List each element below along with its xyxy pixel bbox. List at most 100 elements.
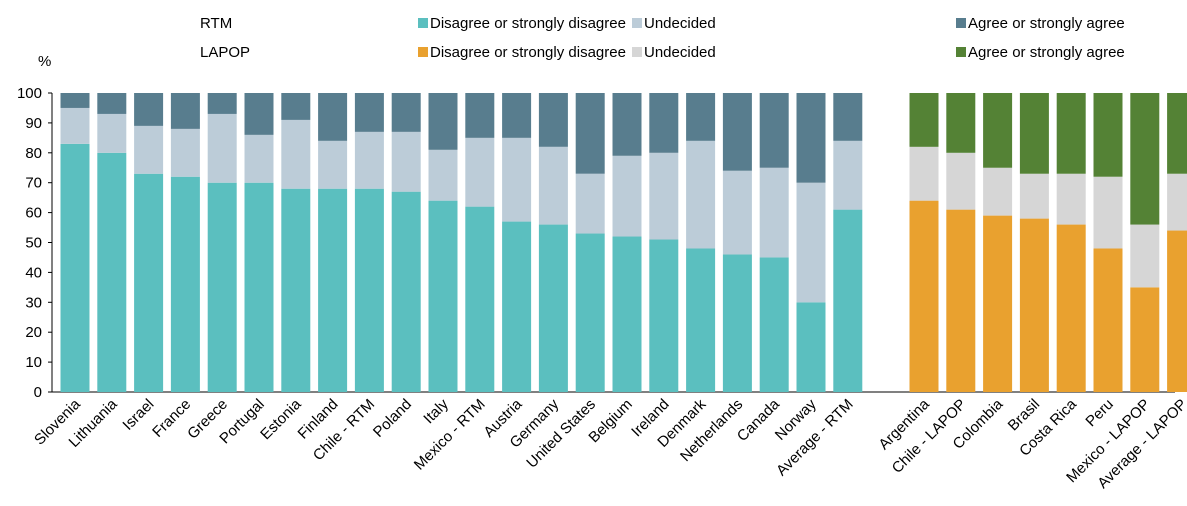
bar-group-rtm xyxy=(60,93,863,392)
legend-group-label: LAPOP xyxy=(200,44,250,61)
bar-segment xyxy=(575,93,605,174)
bar-segment xyxy=(1130,224,1160,288)
bar-segment xyxy=(1056,224,1086,392)
legend-swatch xyxy=(956,47,966,57)
bar-segment xyxy=(97,152,127,392)
legend-entry-label: Agree or strongly agree xyxy=(968,15,1125,32)
bar-segment xyxy=(318,93,348,141)
bar-segment xyxy=(1056,93,1086,174)
bar-segment xyxy=(97,93,127,114)
bar-segment xyxy=(391,131,421,192)
bar-segment xyxy=(281,93,311,120)
bar-segment xyxy=(134,93,164,126)
y-tick-label: 100 xyxy=(17,85,42,102)
bar-segment xyxy=(1093,176,1123,249)
bar-segment xyxy=(649,239,679,392)
bar-segment xyxy=(60,143,90,392)
bar-segment xyxy=(502,221,532,392)
bar-segment xyxy=(796,93,826,183)
y-tick-label: 50 xyxy=(25,235,42,252)
bar-segment xyxy=(538,224,568,392)
legend-swatch xyxy=(418,18,428,28)
bar-segment xyxy=(909,146,939,201)
legend: RTM Disagree or strongly disagree Undecide… xyxy=(200,15,1125,61)
legend-entry-label: Agree or strongly agree xyxy=(968,44,1125,61)
bar-segment xyxy=(1019,93,1049,174)
bar-segment xyxy=(244,93,274,135)
bar-segment xyxy=(722,254,752,392)
bar-segment xyxy=(1056,173,1086,225)
bar-segment xyxy=(983,93,1013,168)
y-tick-label: 20 xyxy=(25,324,42,341)
bars xyxy=(60,93,1187,392)
bar-segment xyxy=(465,206,495,392)
bar-segment xyxy=(97,113,127,153)
bar-segment xyxy=(722,170,752,255)
y-tick-label: 60 xyxy=(25,205,42,222)
bar-segment xyxy=(649,152,679,240)
x-tick-label: Estonia xyxy=(257,395,305,443)
bar-segment xyxy=(759,257,789,392)
bar-segment xyxy=(207,93,237,114)
bar-segment xyxy=(538,146,568,225)
bar-segment xyxy=(1093,93,1123,177)
bar-segment xyxy=(465,137,495,207)
bar-segment xyxy=(833,209,863,392)
legend-entry-label: Undecided xyxy=(644,15,716,32)
legend-entry-label: Disagree or strongly disagree xyxy=(430,44,626,61)
y-tick-label: 0 xyxy=(34,384,42,401)
y-axis-label: % xyxy=(38,53,51,70)
bar-segment xyxy=(796,182,826,303)
bar-segment xyxy=(465,93,495,138)
bar-segment xyxy=(1130,287,1160,392)
x-tick-label: Italy xyxy=(420,395,452,427)
x-axis-labels: SloveniaLithuaniaIsraelFranceGreecePortu… xyxy=(31,395,1187,492)
bar-segment xyxy=(170,93,200,129)
bar-segment xyxy=(134,173,164,392)
bar-segment xyxy=(1167,173,1187,231)
bar-segment xyxy=(759,167,789,258)
bar-segment xyxy=(1019,218,1049,392)
bar-segment xyxy=(946,152,976,210)
bar-segment xyxy=(502,93,532,138)
bar-segment xyxy=(686,93,716,141)
bar-segment xyxy=(833,93,863,141)
bar-segment xyxy=(612,236,642,392)
y-tick-label: 70 xyxy=(25,175,42,192)
bar-segment xyxy=(833,140,863,210)
bar-segment xyxy=(946,93,976,153)
bar-segment xyxy=(796,302,826,392)
bar-segment xyxy=(909,200,939,392)
bar-segment xyxy=(983,167,1013,216)
bar-segment xyxy=(502,137,532,222)
legend-swatch xyxy=(632,47,642,57)
bar-segment xyxy=(1019,173,1049,219)
legend-swatch xyxy=(956,18,966,28)
bar-segment xyxy=(428,200,458,392)
bar-segment xyxy=(207,113,237,183)
bar-segment xyxy=(318,188,348,392)
bar-group-lapop xyxy=(909,93,1187,392)
bar-segment xyxy=(1167,93,1187,174)
bar-segment xyxy=(170,128,200,177)
bar-segment xyxy=(281,188,311,392)
legend-swatch xyxy=(632,18,642,28)
bar-segment xyxy=(428,149,458,201)
y-tick-label: 30 xyxy=(25,294,42,311)
bar-segment xyxy=(612,155,642,237)
bar-segment xyxy=(722,93,752,171)
bar-segment xyxy=(612,93,642,156)
x-tick-label: Canada xyxy=(734,395,784,445)
bar-segment xyxy=(686,140,716,249)
bar-segment xyxy=(354,93,384,132)
legend-entry-label: Undecided xyxy=(644,44,716,61)
bar-segment xyxy=(244,134,274,183)
bar-segment xyxy=(1130,93,1160,225)
bar-segment xyxy=(538,93,568,147)
bar-segment xyxy=(60,93,90,108)
bar-segment xyxy=(575,173,605,234)
legend-entry-label: Disagree or strongly disagree xyxy=(430,15,626,32)
bar-segment xyxy=(946,209,976,392)
bar-segment xyxy=(318,140,348,189)
